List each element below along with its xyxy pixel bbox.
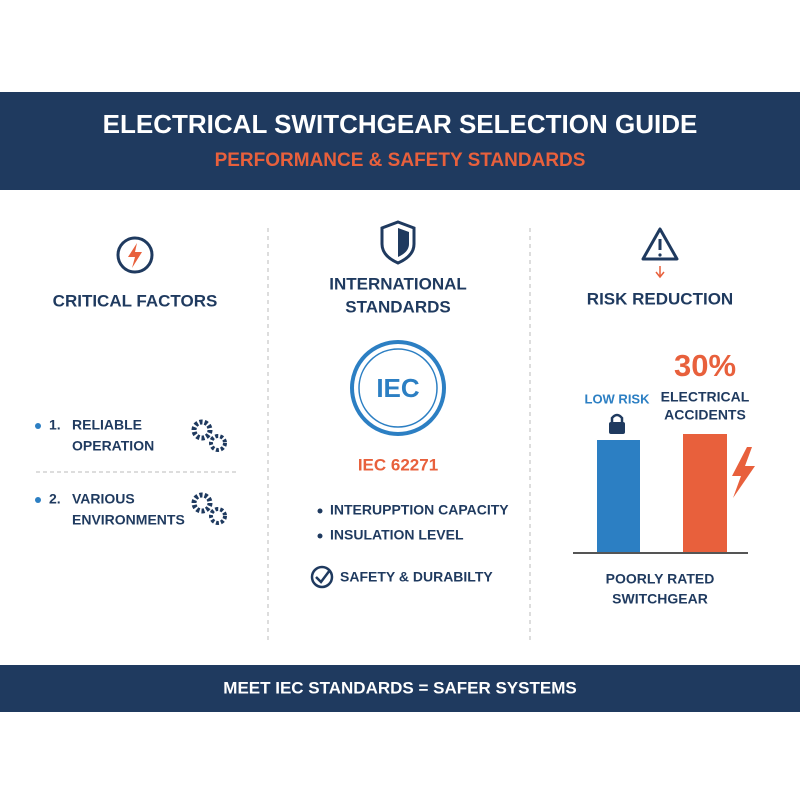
check-text: SAFETY & DURABILTY — [340, 569, 493, 585]
badge-ring — [358, 348, 438, 428]
footer: MEET IEC STANDARDS = SAFER SYSTEMS — [223, 678, 576, 697]
header-band — [0, 92, 800, 190]
item-text: ENVIRONMENTS — [72, 512, 185, 528]
standard: IEC 62271 — [358, 455, 438, 474]
down-arrow — [655, 266, 665, 279]
stat: 30% — [674, 348, 736, 383]
check-icon — [315, 569, 331, 584]
bullet — [317, 508, 323, 514]
title: ELECTRICAL SWITCHGEAR SELECTION GUIDE — [103, 109, 698, 139]
bullet — [317, 533, 323, 539]
low-risk-bar — [597, 440, 640, 553]
subtitle: PERFORMANCE & SAFETY STANDARDS — [215, 150, 586, 171]
item-number: 1. — [49, 417, 61, 433]
footer-band — [0, 665, 800, 712]
bullet — [35, 497, 41, 503]
column-title: INTERNATIONAL — [329, 274, 467, 293]
item-text: VARIOUS — [72, 491, 135, 507]
column-title: STANDARDS — [345, 297, 450, 316]
lock-icon — [609, 422, 625, 434]
warning-icon — [658, 253, 662, 257]
gears-icon — [191, 492, 227, 525]
low-label: LOW RISK — [585, 391, 651, 406]
shield-icon — [380, 220, 416, 265]
gears-icon — [191, 419, 227, 452]
warning-icon — [641, 227, 679, 261]
high-risk-bar — [683, 434, 727, 553]
item-text: OPERATION — [72, 438, 154, 454]
caption: SWITCHGEAR — [612, 591, 708, 607]
check-icon — [310, 565, 334, 589]
stat-label: ELECTRICAL — [661, 389, 750, 405]
lightning-icon — [732, 447, 755, 498]
bullet-text: INTERUPPTION CAPACITY — [330, 502, 509, 518]
shield-icon — [398, 228, 409, 257]
column-title: CRITICAL FACTORS — [53, 291, 218, 310]
caption: POORLY RATED — [606, 571, 715, 587]
item-number: 2. — [49, 491, 61, 507]
icon-circle — [116, 236, 154, 274]
badge: IEC — [376, 373, 420, 403]
bullet-text: INSULATION LEVEL — [330, 527, 464, 543]
lock-icon — [610, 413, 624, 423]
stat-label: ACCIDENTS — [664, 407, 746, 423]
column-title: RISK REDUCTION — [587, 289, 733, 308]
lightning-icon — [128, 243, 142, 268]
bullet — [35, 423, 41, 429]
item-text: RELIABLE — [72, 417, 142, 433]
badge-ring — [350, 340, 446, 436]
